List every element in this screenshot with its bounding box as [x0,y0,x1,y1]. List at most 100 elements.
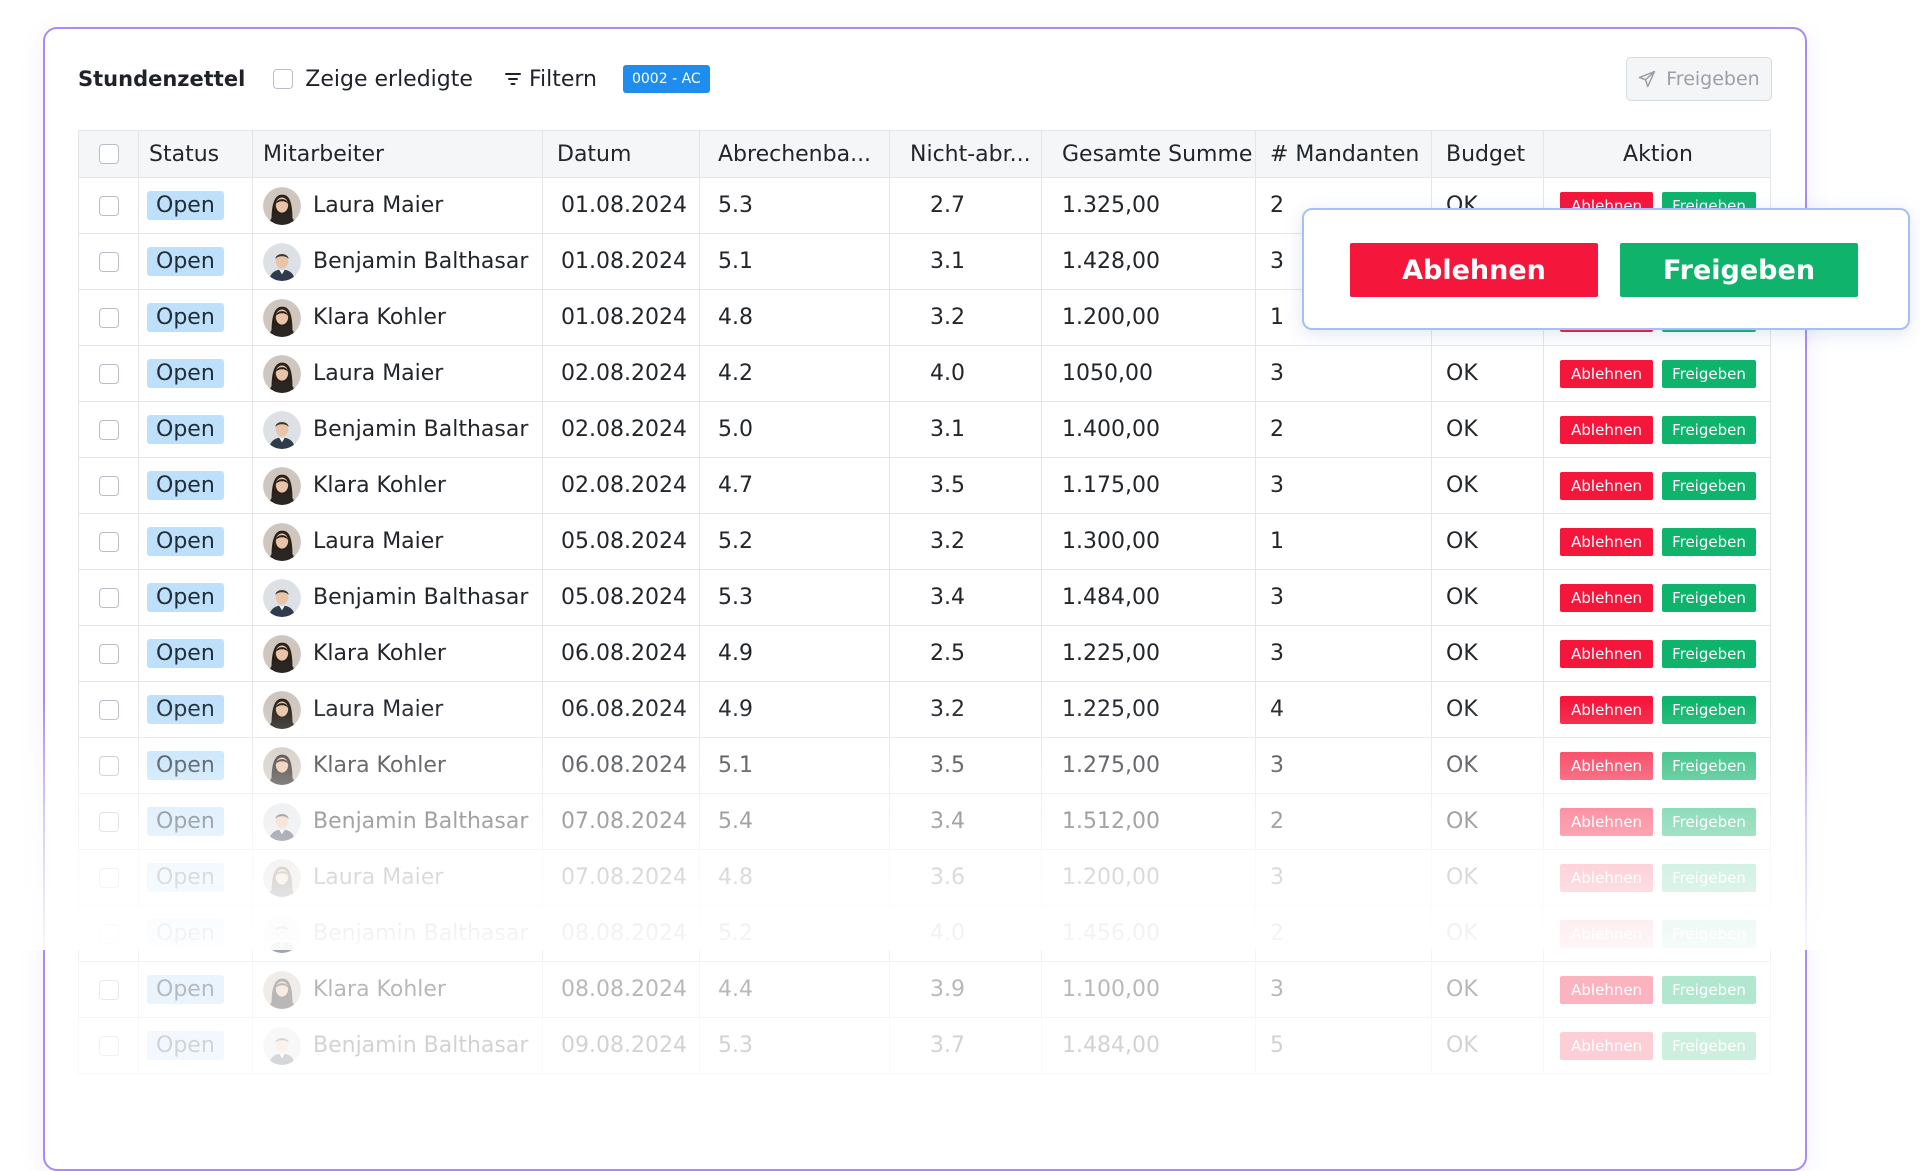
row-checkbox[interactable] [98,307,119,328]
date-cell: 09.08.2024 [543,1018,700,1073]
row-checkbox[interactable] [98,587,119,608]
action-cell: Ablehnen Freigeben [1544,794,1772,849]
release-button[interactable]: Freigeben [1662,583,1756,612]
row-checkbox[interactable] [98,923,119,944]
release-button[interactable]: Freigeben [1662,359,1756,388]
employee-name: Benjamin Balthasar [313,809,529,834]
employee-cell: Laura Maier [253,514,543,569]
clients-cell: 3 [1256,570,1432,625]
release-button[interactable]: Freigeben [1662,527,1756,556]
row-checkbox[interactable] [98,867,119,888]
avatar-male-icon [263,802,301,841]
release-button[interactable]: Freigeben [1662,863,1756,892]
row-checkbox[interactable] [98,755,119,776]
popup-reject-button[interactable]: Ablehnen [1350,243,1598,297]
reject-button[interactable]: Ablehnen [1560,695,1654,724]
reject-button[interactable]: Ablehnen [1560,639,1654,668]
toolbar: Stundenzettel Zeige erledigte Filtern 00… [78,62,710,96]
row-checkbox[interactable] [98,475,119,496]
reject-button[interactable]: Ablehnen [1560,471,1654,500]
row-checkbox[interactable] [98,251,119,272]
status-cell: Open [139,290,253,345]
reject-button[interactable]: Ablehnen [1560,415,1654,444]
header-date[interactable]: Datum [543,131,700,177]
reject-button[interactable]: Ablehnen [1560,919,1654,948]
action-cell: Ablehnen Freigeben [1544,850,1772,905]
clients-cell: 2 [1256,402,1432,457]
table-row: Open Benjamin Balthasar 07.08.2024 5.4 3.4 1.… [78,794,1771,850]
billable-cell: 4.8 [700,290,890,345]
filter-icon [504,72,521,86]
release-button[interactable]: Freigeben [1662,919,1756,948]
row-checkbox[interactable] [98,1035,119,1056]
release-button[interactable]: Freigeben [1662,1031,1756,1060]
row-checkbox[interactable] [98,363,119,384]
row-select-cell [79,514,139,569]
reject-button[interactable]: Ablehnen [1560,1031,1654,1060]
table-row: Open Klara Kohler 06.08.2024 5.1 3.5 1.275,00… [78,738,1771,794]
release-all-button[interactable]: Freigeben [1626,57,1772,101]
select-all-checkbox[interactable] [98,144,119,164]
status-cell: Open [139,794,253,849]
total-cell: 1.484,00 [1042,1018,1256,1073]
action-cell: Ablehnen Freigeben [1544,1018,1772,1073]
header-nonbillable[interactable]: Nicht-abr... [890,131,1042,177]
nonbillable-cell: 3.4 [890,570,1042,625]
status-cell: Open [139,962,253,1017]
employee-cell: Benjamin Balthasar [253,402,543,457]
reject-button[interactable]: Ablehnen [1560,527,1654,556]
header-total[interactable]: Gesamte Summe [1042,131,1256,177]
row-checkbox[interactable] [98,419,119,440]
release-button[interactable]: Freigeben [1662,695,1756,724]
row-select-cell [79,570,139,625]
release-button[interactable]: Freigeben [1662,639,1756,668]
row-select-cell [79,458,139,513]
filter-button[interactable]: Filtern [504,67,597,92]
employee-cell: Laura Maier [253,850,543,905]
show-done-checkbox[interactable] [273,69,294,89]
billable-cell: 5.3 [700,570,890,625]
status-badge: Open [147,919,224,948]
row-checkbox[interactable] [98,811,119,832]
row-checkbox[interactable] [98,699,119,720]
header-budget[interactable]: Budget [1432,131,1544,177]
header-billable[interactable]: Abrechenba... [700,131,890,177]
reject-button[interactable]: Ablehnen [1560,863,1654,892]
employee-cell: Klara Kohler [253,290,543,345]
total-cell: 1.200,00 [1042,290,1256,345]
total-cell: 1.325,00 [1042,178,1256,233]
nonbillable-cell: 3.9 [890,962,1042,1017]
clients-cell: 3 [1256,738,1432,793]
release-button[interactable]: Freigeben [1662,975,1756,1004]
budget-cell: OK [1432,682,1544,737]
header-employee[interactable]: Mitarbeiter [253,131,543,177]
release-button[interactable]: Freigeben [1662,471,1756,500]
avatar-female-icon [263,634,301,673]
show-done-toggle[interactable]: Zeige erledigte [273,67,473,92]
header-clients[interactable]: # Mandanten [1256,131,1432,177]
popup-release-button[interactable]: Freigeben [1620,243,1858,297]
reject-button[interactable]: Ablehnen [1560,807,1654,836]
billable-cell: 4.9 [700,682,890,737]
action-cell: Ablehnen Freigeben [1544,402,1772,457]
header-status[interactable]: Status [139,131,253,177]
release-button[interactable]: Freigeben [1662,415,1756,444]
status-badge: Open [147,807,224,836]
reject-button[interactable]: Ablehnen [1560,975,1654,1004]
date-cell: 08.08.2024 [543,906,700,961]
employee-cell: Laura Maier [253,178,543,233]
header-action: Aktion [1623,141,1693,167]
row-checkbox[interactable] [98,531,119,552]
status-badge: Open [147,1031,224,1060]
budget-cell: OK [1432,570,1544,625]
reject-button[interactable]: Ablehnen [1560,583,1654,612]
release-button[interactable]: Freigeben [1662,751,1756,780]
reject-button[interactable]: Ablehnen [1560,359,1654,388]
row-checkbox[interactable] [98,643,119,664]
client-tag[interactable]: 0002 - AC [622,65,710,93]
row-checkbox[interactable] [98,979,119,1000]
release-button[interactable]: Freigeben [1662,807,1756,836]
row-checkbox[interactable] [98,195,119,216]
employee-name: Benjamin Balthasar [313,1033,529,1058]
reject-button[interactable]: Ablehnen [1560,751,1654,780]
